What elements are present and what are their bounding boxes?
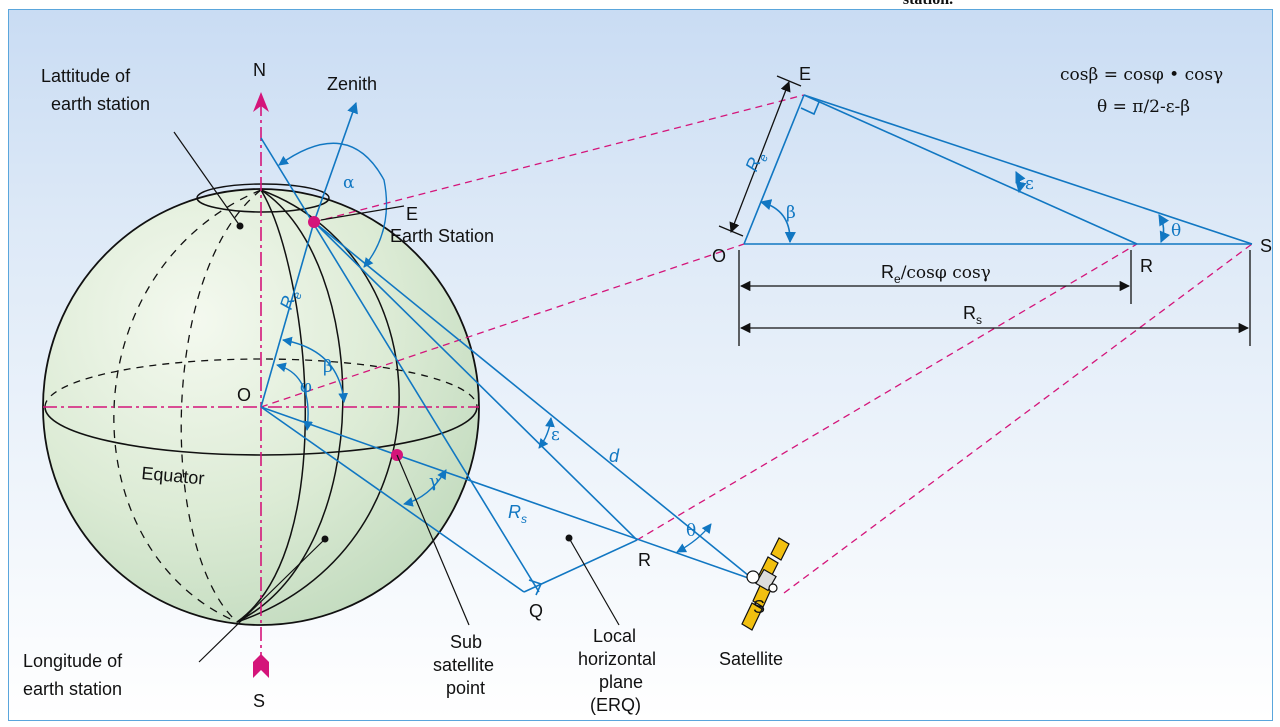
latitude-leader	[173, 131, 241, 227]
inset-epsilon-label: ε	[1025, 174, 1034, 194]
caption-fragment: station.	[858, 0, 998, 9]
beta-label: β	[323, 357, 333, 377]
formula-cos-beta: cosβ = cosφ • cosγ	[1060, 65, 1223, 85]
inset-re-label: Re	[741, 148, 771, 176]
north-arrowhead	[253, 92, 269, 112]
rs-label: Rs	[508, 502, 527, 526]
inset-theta-label: θ	[1171, 221, 1181, 241]
re-label: Re	[276, 287, 305, 313]
gamma-arc	[403, 469, 447, 507]
phi-label: φ	[300, 377, 312, 397]
gamma-label: γ	[429, 472, 439, 492]
beta-arc	[282, 336, 349, 403]
d-label: d	[609, 446, 620, 466]
inset-re-tick-top	[776, 75, 802, 87]
inset-epsilon-arc	[1015, 170, 1027, 194]
earth-station-leader	[320, 205, 405, 221]
phi-arc	[276, 362, 313, 431]
inset-E-R	[803, 94, 1138, 245]
inset-O-label: O	[712, 246, 726, 266]
inset-re-tick-bot	[718, 225, 744, 237]
subsat-leader	[396, 454, 470, 626]
inset-E-label: E	[799, 64, 811, 84]
inset-beta-label: β	[786, 203, 796, 223]
satellite-label: Satellite	[719, 649, 783, 669]
longitude-label-2: earth station	[23, 679, 122, 699]
earth-station-letter: E	[406, 204, 418, 224]
plane-label-3: plane	[599, 672, 643, 692]
inset-right-angle	[800, 101, 820, 116]
line-O-Q	[260, 406, 525, 593]
north-label: N	[253, 60, 266, 80]
inset-theta-arc	[1158, 214, 1171, 244]
r-point-label: R	[638, 550, 651, 570]
projection-R	[636, 243, 1138, 541]
plane-label-4: (ERQ)	[590, 695, 641, 715]
geometry-diagram: Lattitude of earth station N Zenith E Ea…	[23, 60, 1272, 715]
right-angle-Q	[528, 579, 543, 596]
inset-S-label: S	[1260, 236, 1272, 256]
satellite-s-label: S	[753, 597, 765, 617]
alpha-arc	[278, 142, 388, 268]
projection-E	[313, 94, 805, 223]
longitude-leader	[198, 538, 326, 663]
epsilon-arc	[538, 417, 555, 449]
subsat-label-3: point	[446, 678, 485, 698]
earth-station-label: Earth Station	[390, 226, 494, 246]
latitude-label-1: Lattitude of	[41, 66, 131, 86]
south-arrowhead	[253, 654, 269, 678]
formula-theta: θ = π/2-ε-β	[1097, 97, 1190, 117]
plane-leader	[568, 537, 620, 626]
q-point-label: Q	[529, 601, 543, 621]
theta-label: θ	[686, 521, 696, 541]
plane-label-2: horizontal	[578, 649, 656, 669]
epsilon-label: ε	[551, 425, 560, 445]
earth-station-point	[308, 216, 320, 228]
subsat-label-2: satellite	[433, 655, 494, 675]
longitude-label-1: Longitude of	[23, 651, 123, 671]
alpha-label: α	[343, 173, 355, 193]
satellite-icon	[741, 537, 790, 631]
latitude-label-2: earth station	[51, 94, 150, 114]
projection-S	[783, 243, 1253, 594]
inset-dim-S-label: Rs	[963, 303, 982, 327]
inset-E-S	[803, 94, 1253, 245]
south-label: S	[253, 691, 265, 711]
theta-arc	[676, 523, 712, 553]
diagram-frame: Lattitude of earth station N Zenith E Ea…	[8, 9, 1273, 721]
plane-label-1: Local	[593, 626, 636, 646]
line-Q-R	[523, 539, 638, 593]
line-subsat-S	[396, 454, 755, 581]
inset-re-dim	[729, 81, 791, 233]
equator-back	[44, 358, 478, 408]
inset-dim-R-label: Re/cosφ cosγ	[881, 262, 991, 286]
line-E-S	[313, 221, 755, 581]
subsat-label-1: Sub	[450, 632, 482, 652]
line-E-R	[313, 221, 638, 541]
inset-R-label: R	[1140, 256, 1153, 276]
center-label: O	[237, 385, 251, 405]
meridian-back-1	[113, 189, 262, 623]
zenith-label: Zenith	[327, 74, 377, 94]
